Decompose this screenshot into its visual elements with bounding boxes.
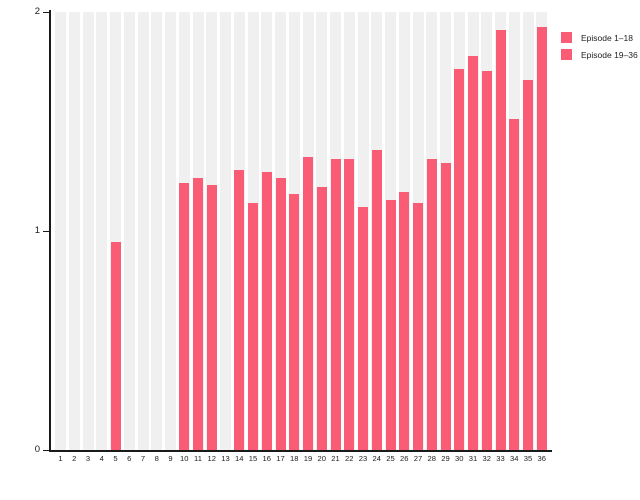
bar-slot-bg-9 (165, 12, 176, 450)
y-axis-line (49, 10, 51, 452)
x-tick-label-19: 19 (303, 454, 313, 463)
plot-area (50, 12, 551, 450)
bar-slot-bg-3 (82, 12, 94, 450)
bar-slot-bg-8 (151, 12, 163, 450)
bar-episode-35 (523, 79, 533, 450)
bar-slot-bg-4 (96, 12, 108, 450)
bar-slot-bg-2 (68, 12, 80, 450)
x-tick-label-21: 21 (331, 454, 340, 463)
x-tick-label-26: 26 (400, 454, 409, 463)
bar-episode-27 (413, 202, 423, 450)
x-tick-label-24: 24 (372, 454, 381, 463)
y-tick-mark-1 (43, 230, 49, 232)
bar-episode-23 (358, 206, 368, 450)
bar-episode-24 (371, 149, 382, 450)
x-tick-label-20: 20 (317, 454, 326, 463)
x-tick-label-12: 12 (207, 454, 216, 463)
x-tick-label-32: 32 (482, 454, 491, 463)
x-tick-label-2: 2 (72, 454, 77, 463)
legend: Episode 1–18 Episode 19–36 (561, 32, 638, 66)
bar-episode-34 (509, 119, 520, 450)
x-tick-label-22: 22 (345, 454, 354, 463)
bar-episode-26 (399, 191, 410, 450)
x-tick-label-28: 28 (427, 454, 436, 463)
bar-episode-20 (316, 187, 327, 450)
bar-episode-21 (330, 158, 341, 450)
bar-episode-29 (440, 163, 451, 450)
x-tick-label-13: 13 (221, 454, 230, 463)
bar-slot-bg-13 (220, 12, 231, 450)
bar-episode-30 (454, 68, 465, 450)
legend-label: Episode 1–18 (581, 32, 633, 43)
x-tick-label-18: 18 (290, 454, 299, 463)
bar-episode-22 (344, 158, 355, 450)
bar-episode-16 (261, 171, 272, 450)
x-tick-label-6: 6 (127, 454, 132, 463)
x-tick-label-16: 16 (262, 454, 271, 463)
x-tick-label-4: 4 (99, 454, 104, 463)
bar-episode-36 (536, 27, 547, 450)
y-tick-mark-0 (43, 449, 49, 451)
bar-episode-14 (234, 169, 245, 450)
x-tick-label-5: 5 (113, 454, 118, 463)
x-tick-label-25: 25 (386, 454, 395, 463)
x-tick-label-31: 31 (468, 454, 478, 463)
legend-swatch-episode-19-36 (561, 49, 572, 60)
x-tick-label-33: 33 (496, 454, 505, 463)
x-tick-label-36: 36 (537, 454, 546, 463)
bar-episode-18 (289, 193, 300, 450)
bar-episode-5 (110, 241, 121, 450)
y-tick-label-1: 1 (34, 225, 40, 236)
bar-episode-25 (385, 200, 396, 450)
y-tick-mark-2 (43, 11, 49, 13)
bar-episode-31 (468, 55, 478, 450)
bar-slot-bg-1 (55, 12, 66, 450)
bar-episode-12 (206, 185, 217, 450)
legend-item-episode-1-18: Episode 1–18 (561, 32, 638, 43)
x-tick-label-10: 10 (180, 454, 189, 463)
x-tick-label-3: 3 (85, 454, 91, 463)
x-axis-line (49, 450, 552, 452)
bar-slot-bg-6 (123, 12, 135, 450)
x-tick-label-1: 1 (58, 454, 63, 463)
x-tick-label-23: 23 (358, 454, 368, 463)
y-tick-label-2: 2 (34, 6, 40, 17)
x-tick-label-17: 17 (276, 454, 285, 463)
x-tick-label-29: 29 (441, 454, 450, 463)
bar-episode-15 (248, 202, 258, 450)
x-tick-label-34: 34 (510, 454, 519, 463)
bar-episode-33 (495, 29, 506, 450)
legend-label: Episode 19–36 (581, 49, 638, 60)
x-tick-label-30: 30 (455, 454, 464, 463)
x-tick-label-11: 11 (194, 454, 202, 463)
x-tick-label-8: 8 (154, 454, 159, 463)
legend-swatch-episode-1-18 (561, 32, 572, 43)
legend-item-episode-19-36: Episode 19–36 (561, 49, 638, 60)
x-tick-label-15: 15 (248, 454, 258, 463)
bar-episode-32 (481, 71, 492, 450)
bar-episode-11 (193, 178, 203, 450)
x-tick-label-14: 14 (235, 454, 244, 463)
bar-episode-19 (303, 156, 313, 450)
x-tick-label-9: 9 (168, 454, 173, 463)
bar-slot-bg-7 (137, 12, 149, 450)
bar-episode-28 (426, 158, 437, 450)
y-tick-label-0: 0 (34, 444, 40, 455)
x-tick-label-27: 27 (413, 454, 423, 463)
x-tick-label-7: 7 (140, 454, 146, 463)
bar-episode-10 (179, 182, 190, 450)
x-tick-label-35: 35 (523, 454, 533, 463)
bar-episode-17 (275, 178, 286, 450)
bar-slot-bg-5 (110, 12, 121, 450)
